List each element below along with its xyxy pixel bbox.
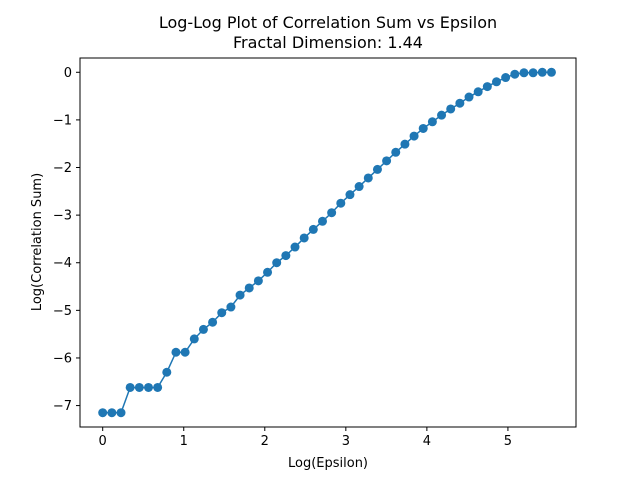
- y-tick-label: −7: [53, 399, 72, 414]
- data-point: [189, 334, 199, 344]
- data-point: [437, 110, 447, 120]
- data-point: [226, 302, 236, 312]
- data-point: [253, 276, 263, 286]
- data-point: [317, 216, 327, 226]
- data-point: [143, 382, 153, 392]
- x-tick-label: 5: [504, 434, 512, 449]
- data-point: [455, 98, 465, 108]
- data-point: [446, 104, 456, 114]
- chart-subtitle: Fractal Dimension: 1.44: [233, 33, 423, 52]
- data-point: [501, 73, 511, 83]
- data-point: [263, 267, 273, 277]
- y-axis-label: Log(Correlation Sum): [30, 173, 45, 311]
- data-point: [409, 131, 419, 141]
- x-tick-label: 4: [423, 434, 431, 449]
- data-point: [391, 147, 401, 157]
- x-tick-label: 0: [99, 434, 107, 449]
- series-points: [98, 67, 556, 418]
- data-point: [290, 242, 300, 252]
- y-tick-label: −2: [53, 161, 72, 176]
- x-tick-label: 1: [180, 434, 188, 449]
- data-point: [510, 69, 520, 79]
- data-point: [345, 190, 355, 200]
- y-tick-label: −4: [53, 256, 72, 271]
- x-tick-label: 2: [261, 434, 269, 449]
- x-axis: 0 1 2 3 4 5: [99, 427, 512, 449]
- data-point: [281, 251, 291, 261]
- y-tick-label: −6: [53, 351, 72, 366]
- data-point: [272, 258, 282, 268]
- data-point: [528, 68, 538, 78]
- plot-frame: [79, 57, 577, 428]
- y-tick-label: 0: [64, 66, 72, 81]
- y-tick-label: −3: [53, 209, 72, 224]
- data-point: [134, 382, 144, 392]
- y-tick-label: −1: [53, 113, 72, 128]
- data-point: [464, 92, 474, 102]
- data-point: [125, 382, 135, 392]
- data-point: [244, 283, 254, 293]
- data-point: [217, 308, 227, 318]
- data-point: [418, 123, 428, 133]
- data-point: [372, 164, 382, 174]
- data-point: [327, 208, 337, 218]
- data-point: [537, 67, 547, 77]
- plot-area: [80, 58, 576, 427]
- data-point: [235, 290, 245, 300]
- data-point: [107, 408, 117, 418]
- data-point: [519, 68, 529, 78]
- chart-title: Log-Log Plot of Correlation Sum vs Epsil…: [159, 13, 497, 32]
- data-point: [336, 198, 346, 208]
- y-axis: 0 −1 −2 −3 −4 −5 −6 −7: [53, 66, 80, 414]
- data-point: [354, 182, 364, 192]
- data-point: [180, 347, 190, 357]
- x-axis-label: Log(Epsilon): [288, 456, 368, 471]
- data-point: [546, 67, 556, 77]
- data-point: [363, 173, 373, 183]
- data-point: [482, 82, 492, 92]
- data-point: [299, 233, 309, 243]
- data-point: [427, 117, 437, 127]
- data-point: [153, 382, 163, 392]
- data-point: [98, 408, 108, 418]
- data-point: [171, 347, 181, 357]
- data-point: [116, 408, 126, 418]
- y-tick-label: −5: [53, 304, 72, 319]
- data-point: [308, 224, 318, 234]
- data-point: [198, 324, 208, 334]
- data-point: [473, 87, 483, 97]
- x-tick-label: 3: [342, 434, 350, 449]
- data-point: [208, 317, 218, 327]
- data-point: [162, 367, 172, 377]
- data-point: [382, 156, 392, 166]
- data-point: [400, 139, 410, 149]
- data-point: [491, 77, 501, 87]
